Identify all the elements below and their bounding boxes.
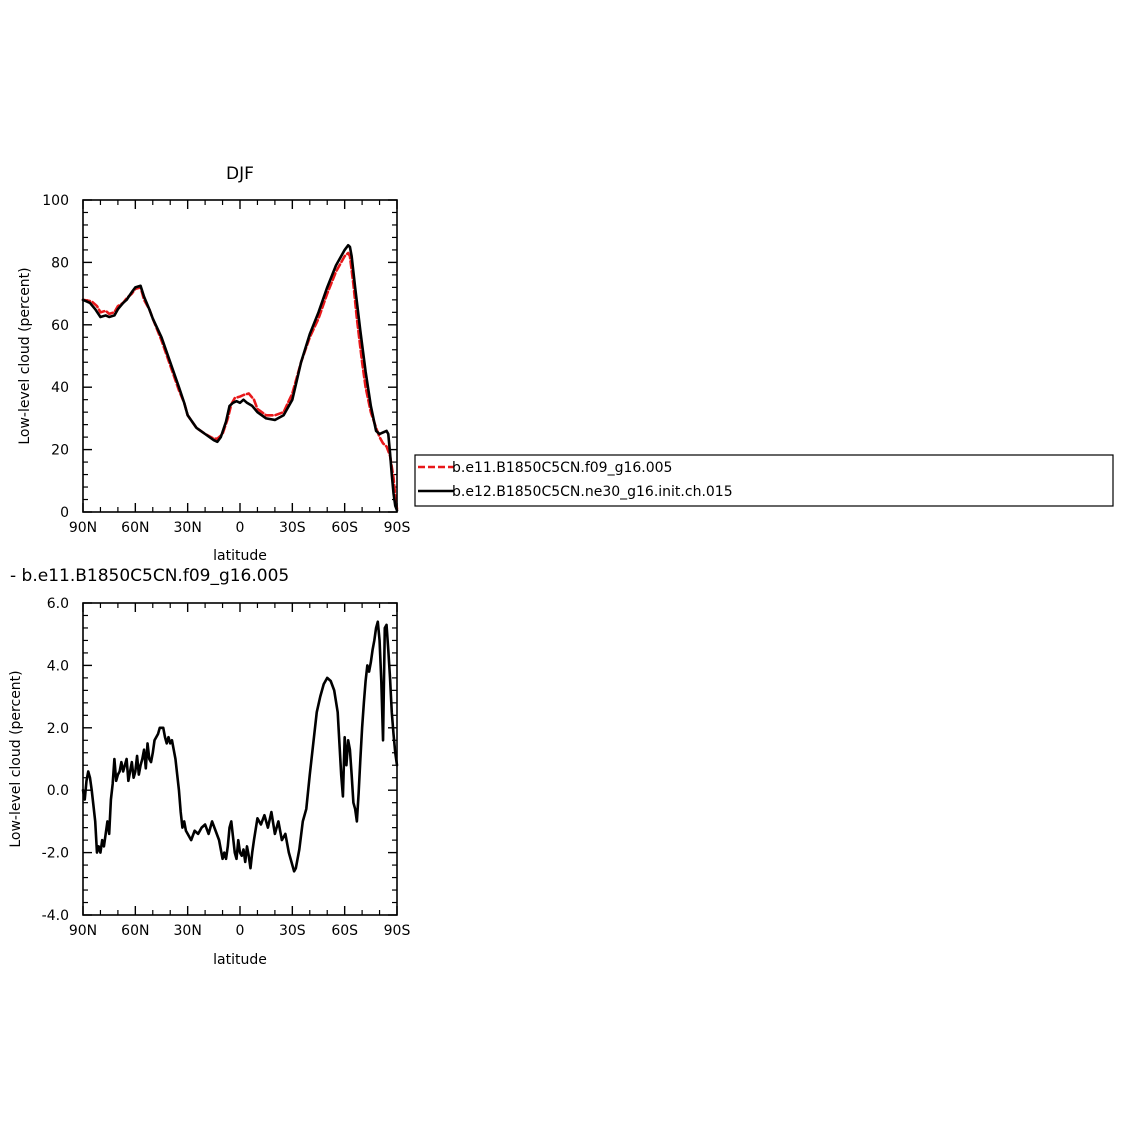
bottom-panel-xtick-label: 90S bbox=[384, 923, 411, 939]
bottom-panel-lines bbox=[81, 620, 399, 873]
top-panel-xtick-label: 60N bbox=[121, 520, 149, 536]
top-panel-xlabel: latitude bbox=[213, 548, 267, 564]
top-panel-xtick-label: 60S bbox=[331, 520, 358, 536]
legend-label-series-1: b.e11.B1850C5CN.f09_g16.005 bbox=[452, 460, 672, 476]
top-panel-ytick-label: 60 bbox=[51, 318, 69, 334]
bottom-panel-ytick-label: 4.0 bbox=[47, 658, 69, 674]
top-panel-xtick-label: 0 bbox=[236, 520, 245, 536]
top-panel-frame bbox=[82, 199, 398, 513]
bottom-panel-ylabel: Low-level cloud (percent) bbox=[8, 670, 24, 847]
top-panel-ytick-label: 100 bbox=[42, 193, 69, 209]
bottom-panel-xtick-label: 30S bbox=[279, 923, 306, 939]
legend-label-series-2: b.e12.B1850C5CN.ne30_g16.init.ch.015 bbox=[452, 484, 733, 500]
bottom-panel-series-1-line bbox=[81, 620, 399, 873]
top-panel-xtick-label: 30S bbox=[279, 520, 306, 536]
bottom-panel-xtick-label: 0 bbox=[236, 923, 245, 939]
bottom-panel-xtick-label: 30N bbox=[174, 923, 202, 939]
legend-box bbox=[414, 454, 1114, 507]
top-panel-ytick-label: 20 bbox=[51, 443, 69, 459]
bottom-panel-xtick-label: 60S bbox=[331, 923, 358, 939]
bottom-panel-ticks: 90N 60N 30N 0 30S 60S 90S -4.0 -2.0 0.0 2.0 4.0 6.0 bbox=[42, 596, 411, 939]
top-panel-ticks: 90N 60N 30N 0 30S 60S 90S 0 20 40 60 80 100 bbox=[42, 193, 410, 536]
bottom-panel-xlabel: latitude bbox=[213, 952, 267, 968]
bottom-panel-ytick-label: 2.0 bbox=[47, 721, 69, 737]
bottom-panel-xtick-label: 90N bbox=[69, 923, 97, 939]
legend: b.e11.B1850C5CN.f09_g16.005 b.e12.B1850C… bbox=[414, 454, 1114, 507]
bottom-panel-ytick-label: -2.0 bbox=[42, 846, 69, 862]
bottom-panel: - b.e11.B1850C5CN.f09_g16.005 latitude L… bbox=[8, 566, 410, 968]
top-panel-xtick-label: 90N bbox=[69, 520, 97, 536]
top-panel-series-2-line bbox=[81, 243, 399, 512]
bottom-panel-xtick-label: 60N bbox=[121, 923, 149, 939]
top-panel-ytick-label: 40 bbox=[51, 380, 69, 396]
top-panel-series-1-line bbox=[81, 251, 399, 511]
top-panel: DJF latitude Low-level cloud (percent) 9… bbox=[17, 164, 410, 564]
bottom-panel-frame bbox=[82, 602, 398, 916]
top-panel-lines bbox=[81, 243, 399, 512]
bottom-panel-ytick-label: -4.0 bbox=[42, 908, 69, 924]
top-panel-title: DJF bbox=[226, 164, 254, 184]
bottom-panel-ytick-label: 6.0 bbox=[47, 596, 69, 612]
bottom-panel-ytick-label: 0.0 bbox=[47, 783, 69, 799]
top-panel-ylabel: Low-level cloud (percent) bbox=[17, 267, 33, 444]
bottom-panel-title: - b.e11.B1850C5CN.f09_g16.005 bbox=[10, 566, 289, 586]
top-panel-ytick-label: 80 bbox=[51, 255, 69, 271]
top-panel-ytick-label: 0 bbox=[60, 505, 69, 521]
top-panel-xtick-label: 90S bbox=[384, 520, 411, 536]
top-panel-xtick-label: 30N bbox=[174, 520, 202, 536]
